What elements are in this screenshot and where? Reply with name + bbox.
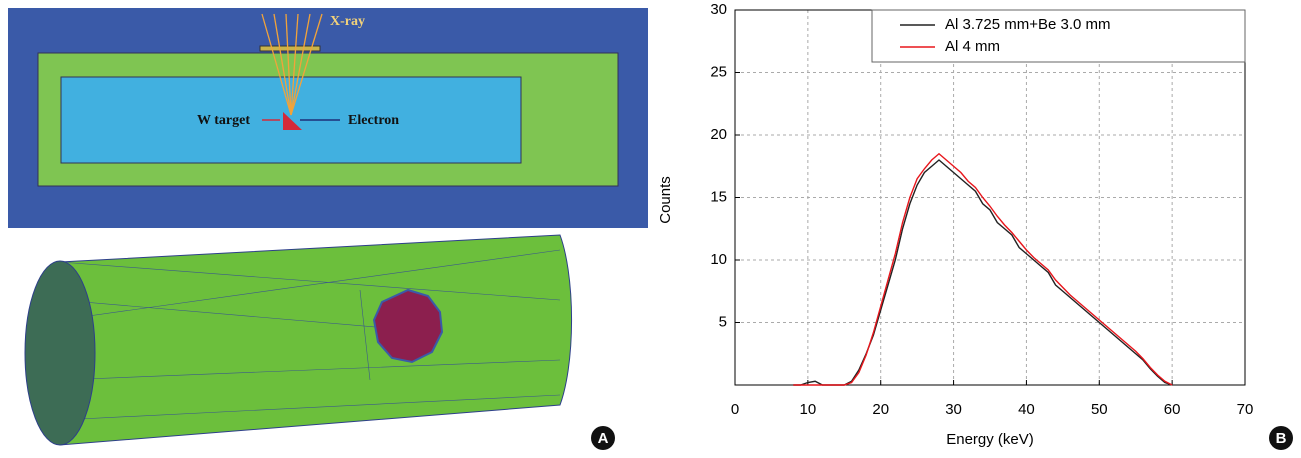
x-tick-label: 60 (1164, 401, 1181, 418)
series-line (793, 160, 1172, 385)
y-tick-label: 30 (710, 1, 727, 18)
x-tick-label: 70 (1237, 401, 1254, 418)
legend-label: Al 3.725 mm+Be 3.0 mm (945, 16, 1110, 33)
cylinder-body (60, 235, 572, 445)
x-tick-label: 50 (1091, 401, 1108, 418)
electron-label: Electron (348, 113, 399, 128)
y-tick-label: 15 (710, 188, 727, 205)
series-line (793, 154, 1172, 385)
plot: 0 10 20 30 40 50 60 70 5 10 15 20 25 30 Al 3.725 mm+Be… (710, 1, 1253, 418)
panel-label: A (598, 430, 609, 447)
x-tick-label: 10 (800, 401, 817, 418)
x-tick-label: 30 (945, 401, 962, 418)
xray-label: X-ray (330, 14, 365, 29)
panel-label: B (1276, 430, 1287, 447)
x-axis-label: Energy (keV) (946, 431, 1034, 448)
x-tick-label: 20 (872, 401, 889, 418)
figure: X-ray W target Electron A B Energy (keV)… (0, 0, 1301, 453)
x-tick-label: 40 (1018, 401, 1035, 418)
y-tick-label: 10 (710, 251, 727, 268)
x-tick-label: 0 (731, 401, 739, 418)
y-tick-label: 25 (710, 63, 727, 80)
y-axis-label: Counts (657, 176, 674, 224)
legend-label: Al 4 mm (945, 38, 1000, 55)
y-tick-label: 5 (719, 313, 727, 330)
y-tick-label: 20 (710, 126, 727, 143)
target-label: W target (197, 113, 250, 128)
cylinder-end (25, 261, 95, 445)
